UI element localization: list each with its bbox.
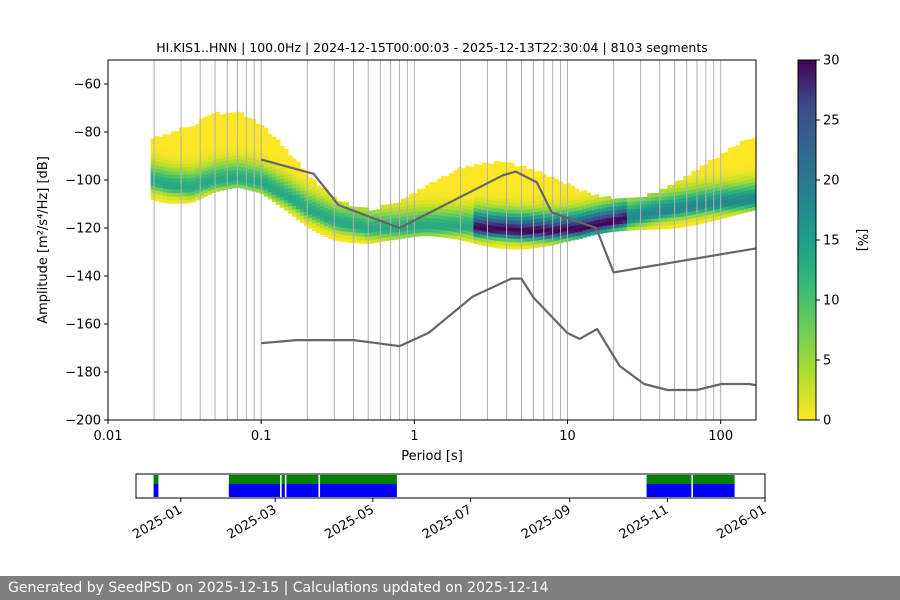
noise-model-curves xyxy=(260,158,756,392)
coverage-segment-bottom xyxy=(228,484,281,497)
colorbar xyxy=(797,59,817,421)
colorbar-tick-label: 15 xyxy=(823,234,840,249)
coverage-segment-bottom xyxy=(286,484,319,497)
coverage-segment-top xyxy=(281,475,285,484)
y-tick-label: −180 xyxy=(65,366,101,381)
chart-title: HI.KIS1..HNN | 100.0Hz | 2024-12-15T00:0… xyxy=(156,40,708,55)
colorbar-tick-label: 5 xyxy=(823,354,831,369)
timeline-ticks: 2025-01 2025-03 2025-05 2025-07 2025-09 2025-… xyxy=(130,498,769,543)
timeline-tick-label: 2025-07 xyxy=(420,502,475,542)
coverage-segment-bottom xyxy=(320,484,397,497)
coverage-segment-top xyxy=(286,475,319,484)
x-tick-label: 0.01 xyxy=(94,429,123,444)
coverage-segment-bottom xyxy=(281,484,285,497)
x-axis-ticks: 0.01 0.1 1 10 100 xyxy=(94,420,733,444)
psd-figure-svg: HI.KIS1..HNN | 100.0Hz | 2024-12-15T00:0… xyxy=(36,40,869,543)
colorbar-tick-label: 0 xyxy=(823,414,831,429)
coverage-segment-bottom xyxy=(692,484,735,497)
vertical-grid xyxy=(108,60,722,420)
y-tick-label: −200 xyxy=(65,414,101,429)
y-axis-label: Amplitude [m²/s⁴/Hz] [dB] xyxy=(36,156,51,324)
y-tick-label: −120 xyxy=(65,222,101,237)
timeline-tick-label: 2025-11 xyxy=(617,502,672,542)
y-tick-label: −80 xyxy=(74,126,101,141)
x-axis-label: Period [s] xyxy=(401,449,463,464)
footer-text: Generated by SeedPSD on 2025-12-15 | Cal… xyxy=(8,580,549,596)
colorbar-ticks: 0 5 10 15 20 25 30 xyxy=(816,54,840,429)
y-axis-ticks: −200 −180 −160 −140 −120 −100 −80 −60 xyxy=(65,78,108,429)
curve-nlnm xyxy=(261,277,756,392)
coverage-segment-top xyxy=(228,475,281,484)
x-tick-label: 0.1 xyxy=(251,429,272,444)
coverage-segment-bottom xyxy=(646,484,692,497)
plot-frame xyxy=(107,59,757,421)
psd-heatmap xyxy=(150,111,756,250)
x-tick-label: 100 xyxy=(708,429,733,444)
coverage-segment-top xyxy=(646,475,692,484)
x-tick-label: 1 xyxy=(410,429,418,444)
coverage-segment-bottom xyxy=(153,484,159,497)
coverage-segment-top xyxy=(320,475,397,484)
colorbar-tick-label: 25 xyxy=(823,114,840,129)
y-tick-label: −140 xyxy=(65,270,101,285)
data-coverage-timeline xyxy=(153,475,735,497)
coverage-segment-top xyxy=(153,475,159,484)
colorbar-tick-label: 20 xyxy=(823,174,840,189)
footer-bar: Generated by SeedPSD on 2025-12-15 | Cal… xyxy=(0,576,900,600)
colorbar-tick-label: 30 xyxy=(823,54,840,69)
coverage-segment-top xyxy=(692,475,735,484)
y-tick-label: −60 xyxy=(74,78,101,93)
curve-nhnm xyxy=(260,158,756,274)
colorbar-label: [%] xyxy=(854,229,869,252)
timeline-tick-label: 2026-01 xyxy=(714,502,769,542)
x-tick-label: 10 xyxy=(559,429,576,444)
timeline-tick-label: 2025-03 xyxy=(225,502,280,542)
colorbar-tick-label: 10 xyxy=(823,294,840,309)
timeline-tick-label: 2025-05 xyxy=(322,502,377,542)
timeline-tick-label: 2025-01 xyxy=(130,502,185,542)
timeline-frame xyxy=(135,473,766,499)
y-tick-label: −100 xyxy=(65,174,101,189)
timeline-tick-label: 2025-09 xyxy=(519,502,574,542)
y-tick-label: −160 xyxy=(65,318,101,333)
